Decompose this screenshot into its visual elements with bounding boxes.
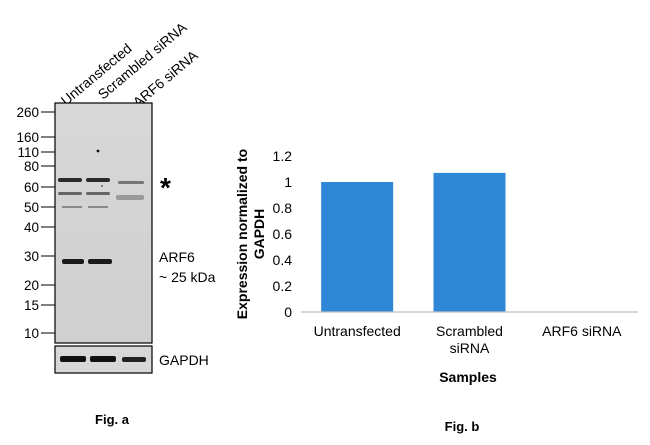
marker-label: 15 (24, 298, 39, 313)
x-tick-label: siRNA (450, 340, 490, 356)
bar (321, 182, 394, 312)
gapdh-label: GAPDH (159, 352, 209, 368)
marker-label: 160 (16, 130, 39, 145)
marker-label: 40 (24, 220, 39, 235)
band (122, 357, 146, 362)
marker-label: 60 (24, 180, 39, 195)
y-tick-label: 0.6 (273, 226, 293, 242)
bars (321, 172, 506, 312)
arf6-band-size: ~ 25 kDa (159, 269, 216, 285)
marker-label: 80 (24, 159, 39, 174)
bar-chart-panel: 0 0.2 0.4 0.6 0.8 1 1.2 Untransfected Scrambled… (234, 148, 638, 434)
y-tick-label: 0 (284, 304, 292, 320)
band (86, 178, 110, 182)
y-axis-title: Expression normalized to GAPDH (234, 149, 267, 319)
marker-ticks (41, 111, 55, 334)
marker-labels: 260 160 110 80 60 50 40 30 20 15 10 (16, 105, 39, 341)
blot-membrane (54, 102, 153, 344)
band (116, 195, 144, 200)
blot-bands (58, 149, 144, 264)
band (88, 259, 112, 264)
arf6-band-label: ARF6 (159, 249, 195, 265)
band (60, 356, 86, 362)
speck (96, 149, 100, 153)
band (58, 178, 82, 182)
fig-a-caption: Fig. a (95, 412, 130, 427)
marker-label: 260 (16, 105, 39, 120)
marker-label: 20 (24, 278, 39, 293)
x-axis-title: Samples (439, 369, 497, 385)
x-tick-label: Untransfected (314, 323, 401, 339)
band (86, 192, 110, 195)
band (88, 206, 108, 208)
y-axis-title-line: GAPDH (251, 209, 267, 260)
y-axis-ticks: 0 0.2 0.4 0.6 0.8 1 1.2 (273, 148, 293, 320)
y-tick-label: 0.4 (273, 252, 293, 268)
speck (101, 185, 103, 187)
bar (433, 172, 506, 312)
marker-label: 110 (17, 145, 39, 160)
marker-label: 10 (24, 326, 39, 341)
band (90, 356, 116, 362)
x-tick-label: ARF6 siRNA (542, 323, 622, 339)
y-tick-label: 1 (284, 174, 292, 190)
marker-label: 30 (24, 249, 39, 264)
band (118, 181, 144, 184)
band (62, 206, 82, 208)
y-axis-title-line: Expression normalized to (234, 149, 250, 319)
band (62, 259, 84, 264)
nonspecific-band-asterisk: * (160, 172, 171, 203)
western-blot-panel: Untransfected Scrambled siRNA ARF6 siRNA… (16, 19, 215, 427)
y-tick-label: 1.2 (273, 148, 293, 164)
y-tick-label: 0.2 (273, 278, 293, 294)
marker-label: 50 (24, 200, 39, 215)
band (58, 192, 82, 195)
fig-b-caption: Fig. b (445, 419, 480, 434)
x-tick-label: Scrambled (436, 323, 503, 339)
y-tick-label: 0.8 (273, 200, 293, 216)
